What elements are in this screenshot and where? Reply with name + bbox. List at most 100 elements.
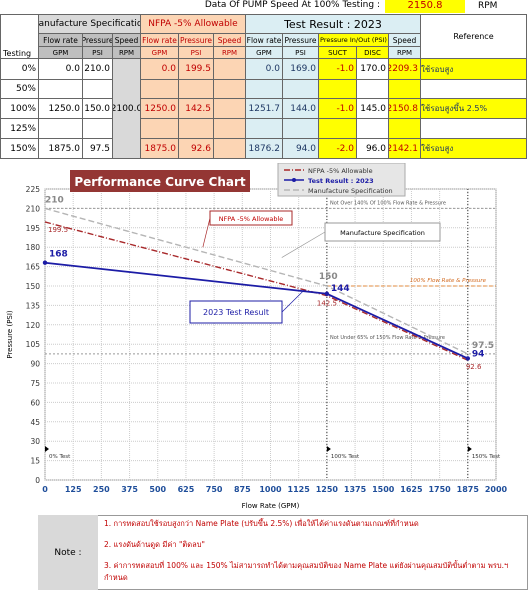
- row-label: 125%: [0, 118, 39, 139]
- row-label: 100%: [0, 98, 39, 119]
- group-header: NFPA -5% Allowable: [140, 14, 246, 34]
- x-tick-label: 1625: [400, 485, 423, 494]
- data-label: 150: [319, 272, 338, 282]
- y-tick-label: 75: [30, 379, 40, 388]
- x-tick-label: 125: [65, 485, 82, 494]
- data-label: 94: [472, 349, 485, 359]
- table-cell: [178, 79, 214, 99]
- y-tick-label: 30: [30, 437, 40, 446]
- y-tick-label: 15: [30, 457, 40, 466]
- table-cell: 0.0: [245, 58, 283, 80]
- x-tick-label: 1750: [428, 485, 451, 494]
- column-header: Flow rate: [245, 33, 283, 47]
- reference-cell: ใช้รอบสูงขึ้น 2.5%: [420, 98, 527, 119]
- table-cell: 0.0: [38, 58, 83, 80]
- legend-label: Manufacture Specification: [308, 187, 393, 195]
- data-label: 210: [45, 195, 64, 205]
- reference-label: 100% Flow Rate & Pressure: [410, 278, 487, 284]
- table-cell: [282, 79, 319, 99]
- y-tick-label: 165: [26, 263, 41, 272]
- data-label: 168: [49, 250, 68, 260]
- annotation-box: [324, 222, 441, 242]
- column-header: Pressure: [82, 33, 113, 47]
- y-tick-label: 105: [26, 340, 41, 349]
- table-cell: [213, 118, 246, 139]
- annotation-box: [209, 210, 293, 226]
- x-tick-label: 1875: [457, 485, 480, 494]
- table-cell: [213, 58, 246, 80]
- y-tick-label: 180: [26, 243, 41, 252]
- annotation-connector: [281, 231, 326, 258]
- table-cell: 92.6: [178, 138, 214, 159]
- table-cell: [140, 118, 179, 139]
- header-unit: RPM: [478, 1, 498, 11]
- legend-marker: [292, 178, 296, 182]
- reference-label: Not Over 140% Of 100% Flow Rate & Pressu…: [330, 200, 446, 206]
- table-cell: [140, 79, 179, 99]
- table-cell: 1250.0: [140, 98, 179, 119]
- table-cell: 145.0: [356, 98, 389, 119]
- column-header: Pressure: [282, 33, 319, 47]
- note-item: 3. ค่าการทดสอบที่ 100% และ 150% ไม่สามาร…: [104, 561, 509, 582]
- table-cell: 150.0: [82, 98, 113, 119]
- y-tick-label: 0: [35, 476, 40, 485]
- table-cell: 1251.7: [245, 98, 283, 119]
- test-marker: [467, 446, 472, 452]
- table-cell: [82, 79, 113, 99]
- table-cell: 2142.1: [388, 138, 421, 159]
- table-cell: [245, 79, 283, 99]
- x-tick-label: 1500: [372, 485, 395, 494]
- y-tick-label: 45: [30, 418, 40, 427]
- table-cell: 94.0: [282, 138, 319, 159]
- x-tick-label: 1375: [344, 485, 367, 494]
- title-box: [70, 170, 250, 192]
- data-label: 144: [331, 284, 350, 294]
- data-point: [465, 356, 471, 361]
- series-line: [44, 207, 469, 355]
- table-cell: 1876.2: [245, 138, 283, 159]
- x-tick-label: 1250: [316, 485, 339, 494]
- table-cell: 96.0: [356, 138, 389, 159]
- table-cell: [318, 118, 357, 139]
- table-cell: [213, 79, 246, 99]
- table-cell: 2209.3: [388, 58, 421, 80]
- annotation-connector: [202, 217, 211, 248]
- test-label: 0% Test: [49, 454, 71, 460]
- table-cell: 142.5: [178, 98, 214, 119]
- header-label: Data Of PUMP Speed At 100% Testing :: [204, 0, 380, 10]
- annotation-connector: [281, 289, 305, 313]
- data-label: 97.5: [472, 341, 494, 351]
- column-header: Speed: [213, 33, 246, 47]
- test-marker: [326, 446, 331, 452]
- table-cell: 1875.0: [140, 138, 179, 159]
- chart-title: Performance Curve Chart: [74, 175, 246, 189]
- x-tick-label: 0: [42, 485, 48, 494]
- table-cell: [82, 118, 113, 139]
- x-tick-label: 625: [178, 485, 195, 494]
- x-tick-label: 250: [93, 485, 110, 494]
- y-tick-label: 60: [30, 398, 40, 407]
- x-tick-label: 375: [121, 485, 138, 494]
- x-axis-label: Flow Rate (GPM): [242, 502, 300, 510]
- data-label: 92.6: [466, 363, 482, 371]
- x-tick-label: 500: [149, 485, 166, 494]
- testing-header: Testing: [0, 14, 39, 59]
- y-tick-label: 210: [26, 204, 41, 213]
- column-header: Speed: [388, 33, 421, 47]
- table-cell: 169.0: [282, 58, 319, 80]
- data-point: [324, 291, 330, 296]
- table-cell: 210.0: [82, 58, 113, 80]
- x-tick-label: 1125: [288, 485, 311, 494]
- test-marker: [45, 446, 49, 452]
- table-cell: [356, 118, 389, 139]
- note-item: 1. การทดสอบใช้รอบสูงกว่า Name Plate (ปรั…: [104, 519, 419, 528]
- data-label: 142.5: [317, 300, 337, 308]
- y-tick-label: 90: [30, 360, 40, 369]
- table-cell: [282, 118, 319, 139]
- row-label: 50%: [0, 79, 39, 99]
- y-tick-label: 135: [26, 301, 41, 310]
- annotation-box: [189, 300, 283, 324]
- note-list: 1. การทดสอบใช้รอบสูงกว่า Name Plate (ปรั…: [104, 518, 524, 593]
- y-tick-label: 120: [26, 321, 41, 330]
- table-cell: [38, 118, 83, 139]
